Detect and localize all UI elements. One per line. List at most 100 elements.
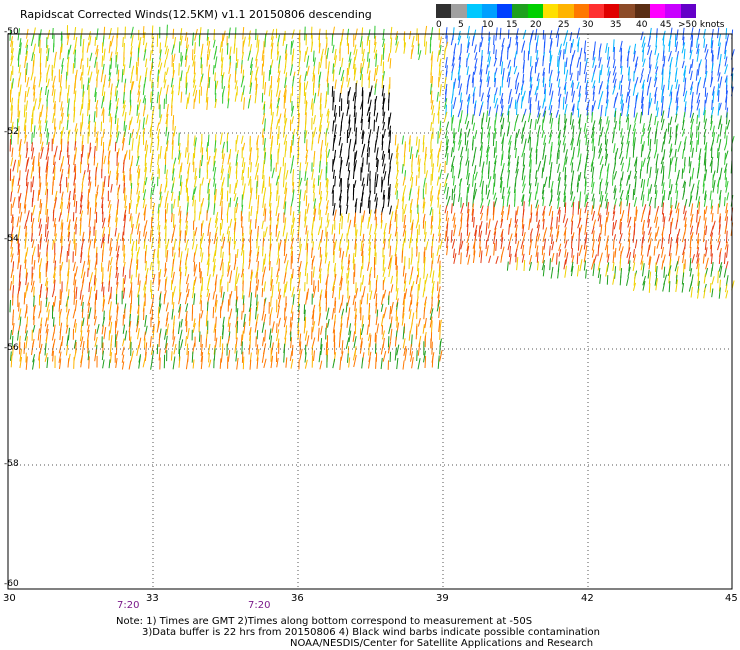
wind-barb xyxy=(591,131,595,144)
wind-barb xyxy=(283,272,287,284)
wind-barb xyxy=(341,294,344,306)
wind-barb xyxy=(282,225,286,237)
wind-barb xyxy=(10,36,13,47)
wind-barb xyxy=(493,197,498,208)
wind-barb xyxy=(233,193,237,202)
wind-barb xyxy=(528,261,532,271)
wind-barb xyxy=(438,225,441,237)
wind-barb xyxy=(68,44,72,55)
wind-barb xyxy=(164,164,166,174)
wind-barb xyxy=(9,281,13,291)
wind-barb xyxy=(438,265,441,278)
wind-barb xyxy=(696,99,701,111)
wind-barb xyxy=(313,115,316,125)
wind-barb xyxy=(481,118,483,130)
wind-barb xyxy=(389,153,393,165)
wind-barb xyxy=(660,161,664,174)
wind-barb xyxy=(67,154,70,165)
wind-barb xyxy=(579,61,582,76)
wind-barb xyxy=(243,321,246,334)
wind-barb xyxy=(173,53,176,62)
wind-barb xyxy=(318,160,321,173)
wind-barb xyxy=(703,77,706,89)
wind-barb xyxy=(303,190,306,201)
wind-barb xyxy=(205,338,207,348)
wind-barb xyxy=(305,46,309,55)
wind-barb xyxy=(628,239,631,251)
wind-barb xyxy=(318,181,322,195)
wind-barb xyxy=(87,147,92,159)
wind-barb xyxy=(291,128,296,139)
wind-barb xyxy=(669,179,671,188)
wind-barb xyxy=(537,105,541,118)
wind-barb xyxy=(79,330,83,342)
wind-barb xyxy=(194,227,198,237)
wind-barb xyxy=(187,92,191,104)
wind-barb xyxy=(557,163,560,173)
wind-barb xyxy=(411,280,415,292)
wind-barb xyxy=(396,190,398,200)
wind-barb xyxy=(528,154,532,167)
wind-barb xyxy=(633,63,638,74)
wind-barb xyxy=(423,307,426,320)
wind-barb xyxy=(453,253,457,264)
wind-barb xyxy=(81,140,83,152)
wind-barb xyxy=(137,85,141,96)
wind-barb xyxy=(381,150,385,160)
wind-barb xyxy=(633,50,636,62)
wind-barb xyxy=(38,182,42,195)
wind-barb xyxy=(143,308,145,321)
wind-barb xyxy=(121,354,125,363)
wind-barb xyxy=(59,174,63,187)
wind-barb xyxy=(26,86,30,98)
wind-barb xyxy=(439,169,443,180)
wind-barb xyxy=(81,231,85,242)
wind-barb xyxy=(10,226,14,237)
wind-barb xyxy=(88,282,91,293)
wind-barb xyxy=(157,153,160,165)
plot-frame xyxy=(7,33,733,590)
wind-barb xyxy=(108,72,112,82)
wind-barb xyxy=(298,333,302,347)
wind-barb xyxy=(558,86,561,96)
wind-barb xyxy=(492,182,495,195)
wind-barb xyxy=(80,245,83,258)
wind-barb xyxy=(367,70,371,81)
wind-barb xyxy=(103,327,107,340)
wind-barb xyxy=(501,98,504,109)
wind-barb xyxy=(621,162,624,172)
wind-barb xyxy=(705,92,708,104)
wind-barb xyxy=(619,184,622,193)
wind-barb xyxy=(24,238,27,249)
wind-barb xyxy=(142,104,146,117)
wind-barb xyxy=(284,330,288,340)
wind-barb xyxy=(24,55,27,68)
wind-barb xyxy=(208,359,212,368)
wind-barb xyxy=(480,198,484,209)
wind-barb xyxy=(437,294,440,307)
wind-barb xyxy=(67,224,71,237)
wind-barb xyxy=(72,188,76,201)
wind-barb xyxy=(136,223,140,235)
wind-barb xyxy=(52,27,54,39)
wind-barb xyxy=(704,49,709,60)
wind-barb xyxy=(688,281,693,292)
wind-barb xyxy=(417,188,420,200)
wind-barb xyxy=(479,63,483,75)
wind-barb xyxy=(10,267,14,279)
wind-barb xyxy=(542,55,545,67)
wind-barb xyxy=(333,124,337,138)
wind-barb xyxy=(115,98,119,110)
wind-barb xyxy=(213,232,217,245)
wind-barb xyxy=(675,125,677,138)
wind-barb xyxy=(129,233,132,244)
wind-barb xyxy=(709,190,712,201)
wind-barb xyxy=(179,329,183,341)
wind-barb xyxy=(268,69,271,81)
wind-barb xyxy=(697,131,700,145)
wind-barb xyxy=(570,182,573,195)
wind-barb xyxy=(185,303,189,312)
wind-barb xyxy=(31,147,35,160)
wind-barb xyxy=(235,316,239,328)
wind-barb xyxy=(214,328,217,342)
